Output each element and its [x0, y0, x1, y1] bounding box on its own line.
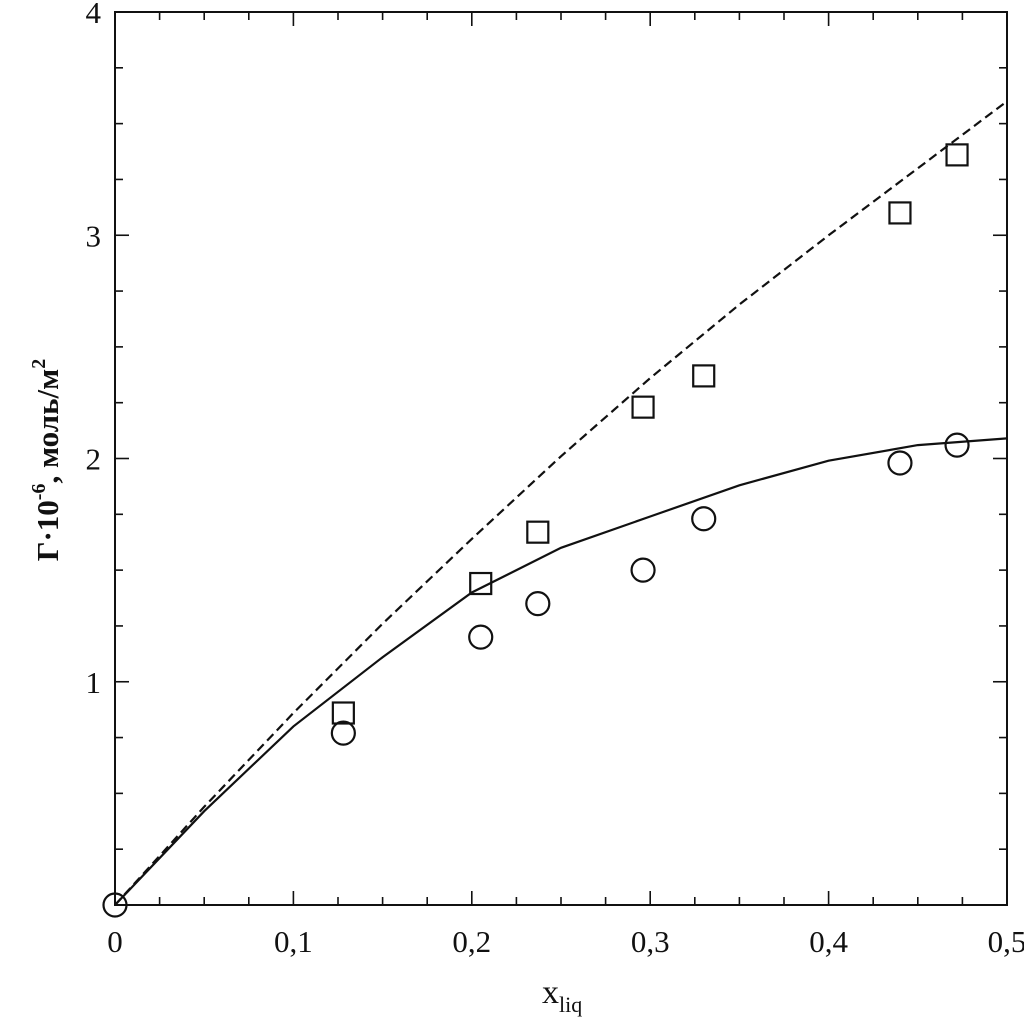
square-marker	[331, 701, 355, 725]
plot-area	[102, 11, 1008, 918]
axis-ticks	[114, 11, 1008, 906]
y-tick-label: 3	[86, 218, 102, 253]
square-marker	[692, 364, 716, 388]
dashed-fit-curve	[114, 100, 1008, 906]
square-marker	[888, 201, 912, 225]
y-axis-label: Г·10-6, моль/м2	[28, 359, 65, 562]
circle-marker	[944, 432, 970, 458]
square-marker	[945, 143, 969, 167]
circle-marker	[887, 450, 913, 476]
x-tick-label: 0,2	[452, 924, 491, 959]
x-axis-label: xliq	[542, 974, 582, 1017]
tick-labels: 0 0,1 0,2 0,3 0,4 0,5 1 2 3 4	[86, 0, 1024, 959]
x-tick-label: 0,1	[274, 924, 313, 959]
y-tick-label: 1	[86, 665, 102, 700]
square-marker	[469, 571, 493, 596]
x-tick-label: 0,5	[988, 924, 1024, 959]
circle-marker	[468, 624, 494, 650]
circle-marker	[525, 591, 551, 617]
square-marker	[526, 520, 550, 544]
square-marker	[631, 395, 655, 419]
y-tick-label: 2	[86, 442, 102, 477]
circle-marker	[330, 720, 356, 746]
y-tick-label: 4	[86, 0, 102, 30]
circle-marker	[691, 506, 717, 532]
x-tick-label: 0,3	[631, 924, 670, 959]
plot-frame	[114, 11, 1008, 906]
x-tick-label: 0	[107, 924, 123, 959]
x-tick-label: 0,4	[809, 924, 848, 959]
solid-fit-curve	[114, 437, 1008, 906]
circle-marker	[630, 557, 656, 583]
